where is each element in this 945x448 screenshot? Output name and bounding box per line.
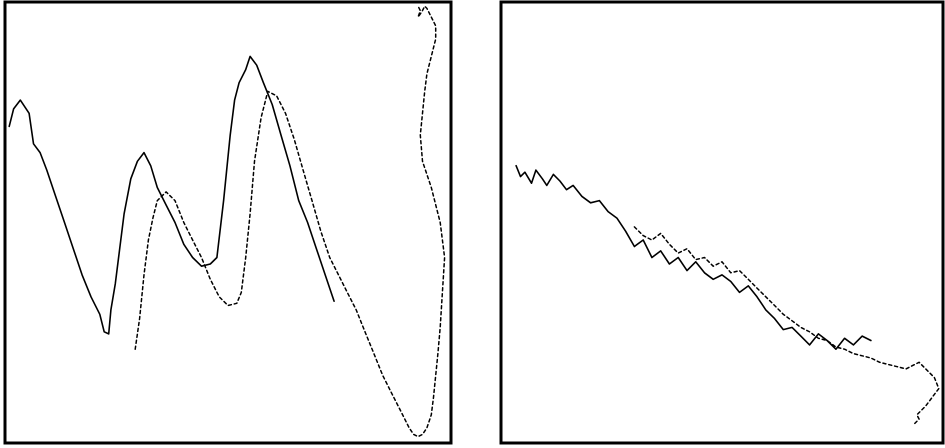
right-plot-frame xyxy=(499,0,945,445)
right-plot-panel xyxy=(499,0,945,445)
left-series-group xyxy=(8,5,446,438)
right-series-dotted-line xyxy=(633,226,940,425)
left-plot-panel xyxy=(3,0,453,445)
left-series-dotted-line xyxy=(134,5,446,438)
left-plot-frame xyxy=(3,0,453,445)
left-series-solid-line xyxy=(8,55,335,335)
right-series-group xyxy=(515,164,940,425)
right-series-solid-line xyxy=(515,164,872,351)
